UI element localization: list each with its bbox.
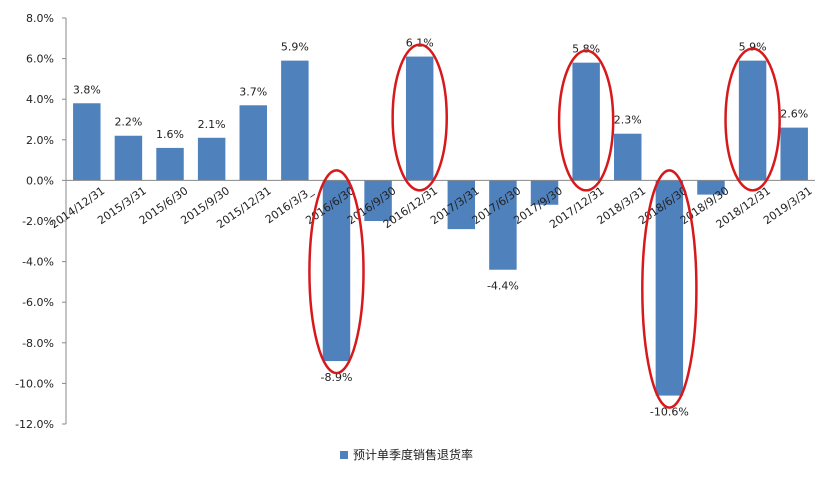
bar-2016/9/30 (364, 180, 392, 221)
highlight-ellipse-2018/12/31 (724, 47, 781, 192)
bar-2017/3/31 (447, 180, 476, 230)
data-label: -8.9% (321, 371, 353, 384)
bar-2015/12/31 (239, 105, 267, 181)
bar-2015/9/30 (197, 137, 226, 181)
bar-2018/12/31 (738, 60, 767, 181)
data-label: 5.9% (281, 41, 309, 54)
data-label: 2.6% (780, 108, 808, 121)
bar-2018/3/31 (614, 133, 642, 181)
data-label: -10.6% (650, 406, 689, 419)
data-label: -4.4% (487, 280, 519, 293)
bar-2016/3/3_ (281, 60, 309, 181)
bar-2017/6/30 (489, 180, 517, 270)
y-tick-label: 8.0% (26, 12, 54, 25)
y-tick-label: 0.0% (26, 174, 54, 187)
highlight-ellipse-2016/12/31 (391, 43, 448, 192)
data-label: 1.6% (156, 128, 184, 141)
legend-label: 预计单季度销售退货率 (353, 448, 474, 462)
bar-2017/9/30 (530, 180, 559, 205)
bar-2015/3/31 (114, 135, 143, 181)
y-tick-label: -2.0% (22, 215, 54, 228)
y-tick-label: -12.0% (15, 418, 54, 431)
legend: 预计单季度销售退货率 (340, 446, 473, 463)
bar-2018/6/30 (655, 180, 684, 396)
y-tick-label: -4.0% (22, 256, 54, 269)
bar-2015/6/30 (156, 147, 184, 181)
y-axis: 8.0% 6.0% 4.0% 2.0% 0.0% -2.0% -4.0% -6.0% -8.0%… (15, 12, 67, 431)
highlight-ellipse-2016/6/30 (308, 169, 365, 375)
data-label: 2.2% (114, 116, 142, 129)
data-label: 3.8% (73, 83, 101, 96)
bar-2016/12/31 (405, 56, 434, 181)
legend-swatch (340, 450, 348, 459)
highlight-ellipses (308, 43, 781, 409)
bar-2018/9/30 (697, 180, 725, 195)
highlight-ellipse-2018/6/30 (641, 169, 698, 409)
y-tick-label: 4.0% (26, 93, 54, 106)
y-tick-label: -8.0% (22, 337, 54, 350)
highlight-ellipse-2017/12/31 (557, 49, 615, 192)
data-labels: 3.8%2.2%1.6%2.1%3.7%5.9%-8.9%6.1%-4.4%5.… (73, 37, 808, 419)
data-label: 3.7% (239, 85, 267, 98)
bar-2017/12/31 (572, 62, 600, 181)
bar-2016/6/30 (322, 180, 351, 362)
bar-series (73, 56, 808, 396)
bar-2014/12/31 (73, 103, 101, 181)
data-label: 2.3% (614, 114, 642, 127)
y-tick-label: 6.0% (26, 53, 54, 66)
y-tick-label: 2.0% (26, 134, 54, 147)
bar-2019/3/31 (780, 127, 808, 181)
y-tick-label: -6.0% (22, 296, 54, 309)
y-tick-label: -10.0% (15, 377, 54, 390)
data-label: 2.1% (198, 118, 226, 131)
x-tick-label: 2014/12/31 (48, 184, 107, 231)
